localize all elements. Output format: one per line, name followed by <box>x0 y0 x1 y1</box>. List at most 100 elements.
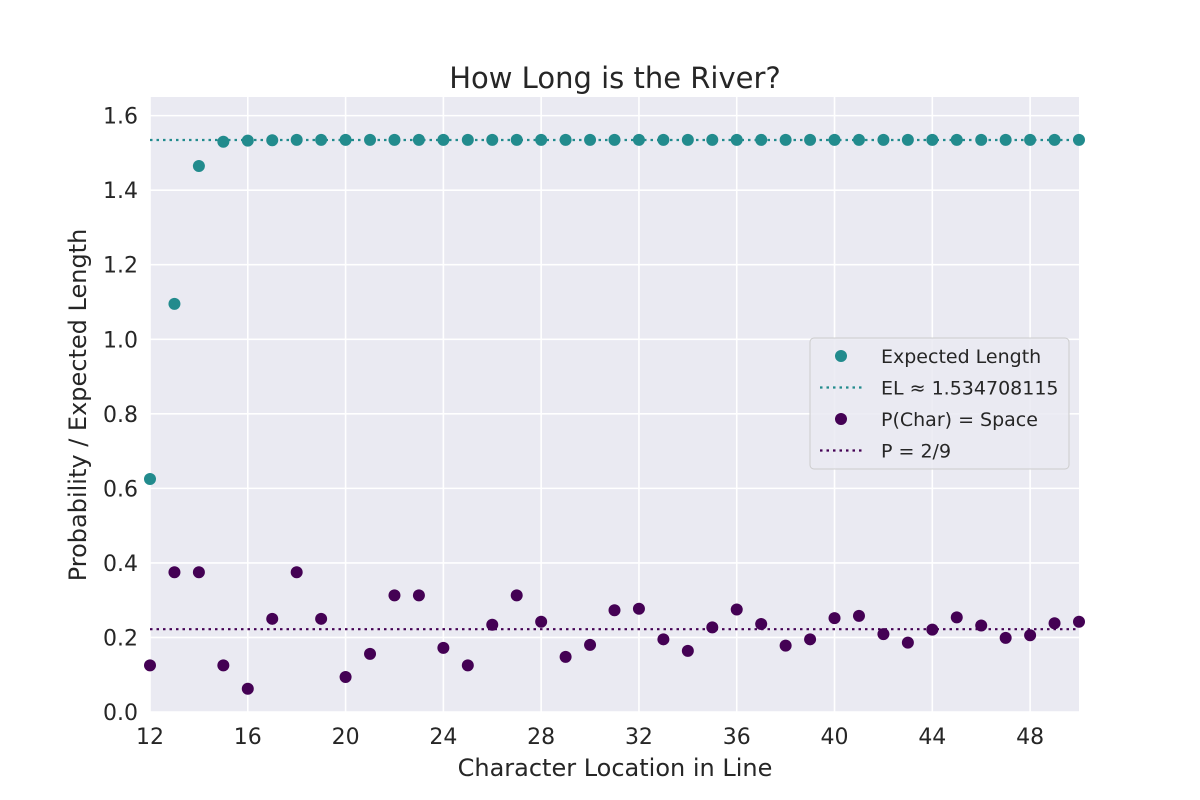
y-tick-label: 1.0 <box>103 328 138 353</box>
y-tick-label: 1.2 <box>103 254 138 279</box>
data-marks <box>144 133 1085 695</box>
data-point <box>364 133 377 146</box>
x-tick-label: 20 <box>332 725 360 750</box>
data-point <box>950 611 963 624</box>
data-point <box>632 133 645 146</box>
data-point <box>1048 617 1061 630</box>
x-tick-label: 12 <box>136 725 164 750</box>
data-point <box>1073 615 1085 628</box>
data-point <box>1073 133 1085 146</box>
data-point <box>804 133 817 146</box>
data-point <box>755 618 768 631</box>
chart-title: How Long is the River? <box>449 61 781 95</box>
data-point <box>437 133 450 146</box>
legend-label: EL ≈ 1.534708115 <box>881 378 1059 400</box>
data-point <box>877 628 890 641</box>
data-point <box>266 612 279 625</box>
data-point <box>144 473 156 486</box>
data-point <box>730 133 743 146</box>
y-axis-ticks: 0.0 0.2 0.4 0.6 0.8 1.0 1.2 1.4 1.6 <box>103 105 138 726</box>
data-point <box>657 133 670 146</box>
data-point <box>192 566 205 579</box>
x-axis-label: Character Location in Line <box>458 754 773 782</box>
data-point <box>901 133 914 146</box>
data-point <box>779 133 792 146</box>
data-point <box>266 134 279 147</box>
data-point <box>388 589 401 602</box>
data-point <box>706 133 719 146</box>
data-point <box>339 133 352 146</box>
data-point <box>1024 629 1037 642</box>
data-point <box>486 133 499 146</box>
data-point <box>412 589 425 602</box>
data-point <box>681 644 694 657</box>
data-point <box>412 133 425 146</box>
data-point <box>241 134 254 147</box>
data-point <box>1024 133 1037 146</box>
data-point <box>804 633 817 646</box>
legend-marker <box>835 413 847 425</box>
data-point <box>1048 133 1061 146</box>
data-point <box>217 135 230 148</box>
y-tick-label: 0.0 <box>103 701 138 726</box>
data-point <box>950 133 963 146</box>
data-point <box>901 636 914 649</box>
data-point <box>168 566 181 579</box>
data-point <box>192 159 205 172</box>
x-tick-label: 28 <box>527 725 555 750</box>
data-point <box>828 133 841 146</box>
legend-label: P = 2/9 <box>881 441 951 463</box>
legend-label: Expected Length <box>881 346 1041 368</box>
data-point <box>339 670 352 683</box>
y-tick-label: 1.6 <box>103 105 138 130</box>
data-point <box>999 631 1012 644</box>
data-point <box>388 133 401 146</box>
data-point <box>461 133 474 146</box>
data-point <box>217 659 230 672</box>
data-point <box>144 659 156 672</box>
data-point <box>535 133 548 146</box>
y-axis-label: Probability / Expected Length <box>64 229 92 582</box>
data-point <box>926 623 939 636</box>
legend-box <box>809 337 1070 470</box>
x-tick-label: 36 <box>723 725 751 750</box>
x-tick-label: 48 <box>1016 725 1044 750</box>
y-tick-label: 1.4 <box>103 179 138 204</box>
data-point <box>241 682 254 695</box>
y-tick-label: 0.2 <box>103 626 138 651</box>
y-tick-label: 0.6 <box>103 477 138 502</box>
x-tick-label: 44 <box>918 725 946 750</box>
data-point <box>559 133 572 146</box>
x-tick-label: 16 <box>234 725 262 750</box>
y-tick-label: 0.4 <box>103 552 138 577</box>
data-point <box>657 633 670 646</box>
x-tick-label: 40 <box>821 725 849 750</box>
data-point <box>608 604 621 617</box>
data-point <box>510 589 523 602</box>
data-point <box>510 133 523 146</box>
data-point <box>290 133 303 146</box>
legend-marker <box>835 350 847 362</box>
data-point <box>828 612 841 625</box>
data-point <box>730 603 743 616</box>
y-tick-label: 0.8 <box>103 403 138 428</box>
data-point <box>926 133 939 146</box>
legend: Expected Length EL ≈ 1.534708115 P(Char) =… <box>809 337 1070 470</box>
data-point <box>632 602 645 615</box>
data-point <box>584 638 597 651</box>
data-point <box>584 133 597 146</box>
data-point <box>559 650 572 663</box>
data-point <box>608 133 621 146</box>
data-point <box>755 133 768 146</box>
data-point <box>315 612 328 625</box>
data-point <box>168 297 181 310</box>
data-point <box>877 133 890 146</box>
data-point <box>852 133 865 146</box>
x-tick-label: 24 <box>429 725 457 750</box>
data-point <box>290 566 303 579</box>
data-point <box>486 618 499 631</box>
x-tick-label: 32 <box>625 725 653 750</box>
data-point <box>461 659 474 672</box>
x-axis-ticks: 12 16 20 24 28 32 36 40 44 48 <box>136 725 1044 750</box>
